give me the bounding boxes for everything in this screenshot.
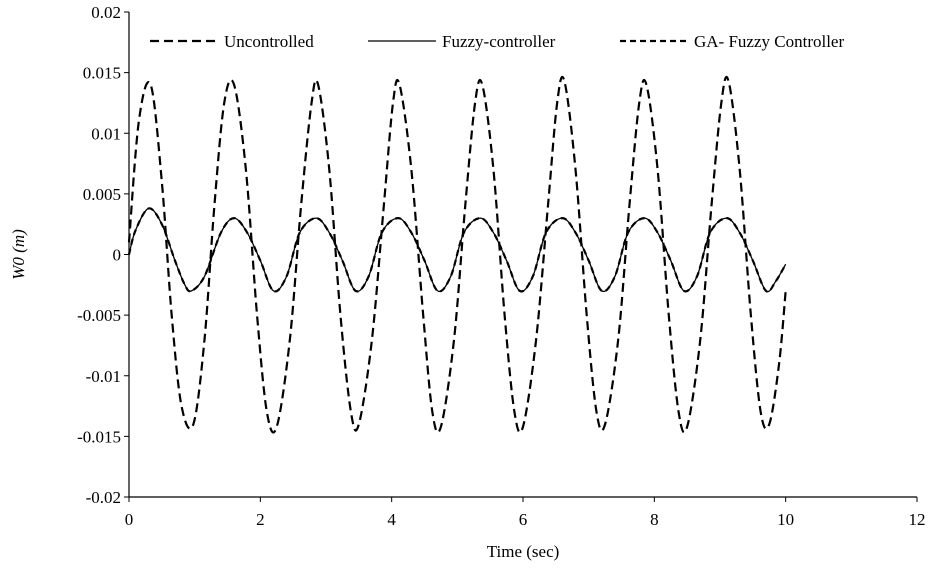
legend: Uncontrolled Fuzzy-controller GA- Fuzzy Co… (150, 32, 844, 51)
y-tick-label: -0.005 (77, 306, 121, 325)
y-tick-label: 0.02 (91, 3, 121, 22)
x-tick-label: 4 (387, 510, 396, 529)
legend-label-1: Uncontrolled (224, 32, 314, 51)
x-tick-label: 6 (519, 510, 528, 529)
y-axis-title: W0 (m) (9, 229, 28, 280)
x-tick-label: 10 (777, 510, 794, 529)
x-tick-label: 2 (256, 510, 265, 529)
legend-label-2: Fuzzy-controller (442, 32, 556, 51)
x-axis-ticks: 0 2 4 6 8 10 12 (125, 497, 926, 529)
y-tick-label: 0 (113, 246, 122, 265)
y-axis-ticks: -0.02 -0.015 -0.01 -0.005 0 0.005 0.01 0.015 0.0… (77, 3, 129, 507)
x-tick-label: 12 (909, 510, 926, 529)
y-tick-label: 0.005 (83, 185, 121, 204)
x-tick-label: 8 (650, 510, 659, 529)
x-axis-title: Time (sec) (487, 542, 560, 561)
y-tick-label: -0.01 (86, 367, 121, 386)
series-line-3 (127, 207, 787, 293)
series-line-1 (127, 75, 787, 434)
y-tick-label: -0.02 (86, 488, 121, 507)
y-tick-label: 0.01 (91, 124, 121, 143)
legend-label-3: GA- Fuzzy Controller (694, 32, 844, 51)
y-tick-label: 0.015 (83, 64, 121, 83)
y-tick-label: -0.015 (77, 427, 121, 446)
series-layer (127, 75, 787, 434)
x-tick-label: 0 (125, 510, 134, 529)
